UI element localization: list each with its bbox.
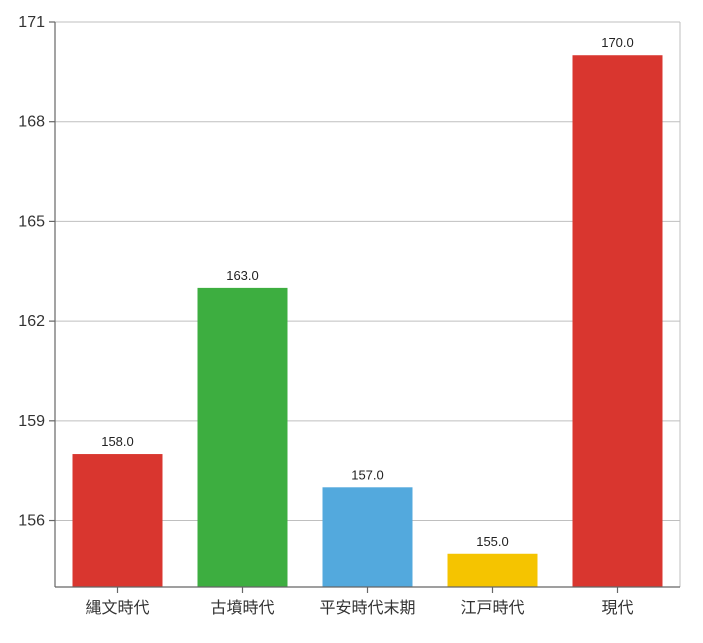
y-tick-label: 165 xyxy=(18,213,45,230)
bar xyxy=(573,55,663,587)
bar xyxy=(448,554,538,587)
bar-value-label: 158.0 xyxy=(101,434,134,449)
bar-value-label: 163.0 xyxy=(226,268,259,283)
y-tick-label: 168 xyxy=(18,114,45,131)
bar xyxy=(73,454,163,587)
bar xyxy=(323,487,413,587)
x-tick-label: 江戸時代 xyxy=(460,599,524,617)
x-tick-label: 現代 xyxy=(601,599,633,617)
bar-value-label: 170.0 xyxy=(601,35,634,50)
y-tick-label: 171 xyxy=(18,14,45,31)
bar-chart: 156 159 162 165 168 171 158.0 縄文時代 163.0 古墳時代 157.… xyxy=(0,0,703,643)
y-tick-label: 156 xyxy=(18,513,45,530)
x-tick-label: 古墳時代 xyxy=(210,599,274,617)
y-tick-label: 162 xyxy=(18,313,45,330)
bar xyxy=(198,288,288,587)
x-tick-label: 平安時代末期 xyxy=(319,599,415,617)
bar-value-label: 157.0 xyxy=(351,467,384,482)
chart-svg: 156 159 162 165 168 171 158.0 縄文時代 163.0 古墳時代 157.… xyxy=(0,0,703,643)
x-tick-label: 縄文時代 xyxy=(85,599,149,617)
y-tick-label: 159 xyxy=(18,413,45,430)
bar-value-label: 155.0 xyxy=(476,534,509,549)
